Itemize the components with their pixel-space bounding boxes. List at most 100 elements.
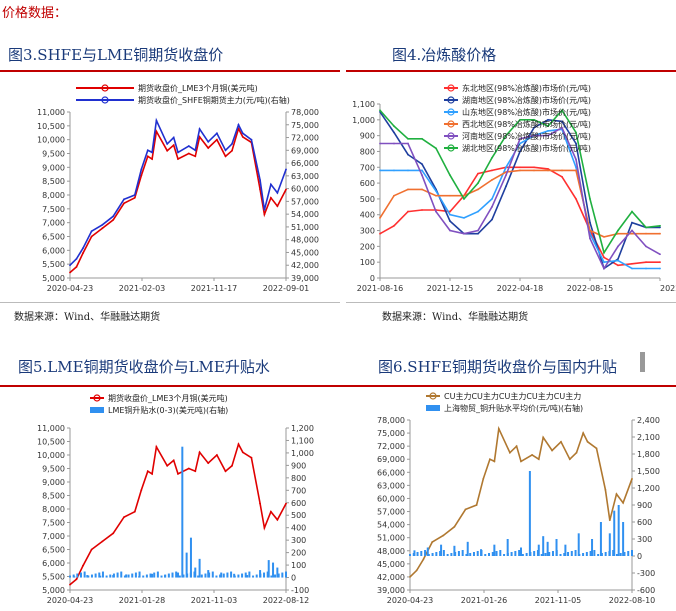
series-point [250, 138, 253, 141]
series-point [645, 232, 647, 235]
series-point [645, 261, 647, 264]
series-point [276, 191, 279, 194]
bar-mark [86, 575, 89, 578]
bar-mark [72, 574, 75, 578]
series-point [133, 194, 136, 196]
series-point [659, 226, 661, 229]
bar-mark [138, 571, 141, 578]
bar-mark [230, 571, 233, 578]
bar-mark [608, 533, 611, 556]
bar-mark [182, 574, 185, 578]
series-point [172, 144, 175, 147]
series-point [575, 451, 578, 454]
y-tick-label: 8,000 [42, 505, 65, 514]
bar-mark [151, 573, 154, 578]
y-tick-label: 75,000 [377, 429, 405, 438]
bar-mark [112, 575, 115, 578]
series-point [533, 166, 535, 169]
series-point [547, 134, 549, 137]
series-point [133, 196, 136, 199]
bar-mark [466, 541, 469, 556]
series-point [75, 257, 78, 260]
legend-entry: 山东地区(98%冶炼酸)市场价(元/吨) [462, 107, 591, 117]
series-point [449, 194, 451, 197]
bar-mark [484, 554, 487, 556]
series-point [547, 167, 549, 170]
series-point [537, 458, 540, 461]
series-point [215, 138, 218, 141]
bar-mark [416, 552, 419, 556]
series-point [435, 194, 437, 197]
series-point [379, 216, 381, 219]
series-point [615, 493, 618, 496]
bar-mark [582, 553, 585, 556]
series-point [453, 525, 456, 528]
legend-marker [447, 96, 455, 104]
figure-5-6-rule [0, 385, 676, 387]
figure-6-title: 图6.SHFE铜期货收盘价与国内升贴 [378, 358, 618, 376]
series-point [82, 252, 84, 255]
series-point [101, 227, 104, 230]
series-point [659, 267, 661, 270]
bar-mark [98, 572, 101, 578]
series-point [276, 518, 279, 521]
x-tick-label: 2021-01-26 [461, 596, 508, 605]
y2-tick-label: 72,000 [291, 134, 319, 143]
x-tick-label: 2022-08-15 [567, 284, 614, 293]
series-point [123, 516, 125, 518]
bar-mark [488, 553, 491, 556]
bar-mark [495, 551, 498, 556]
y-tick-label: 6,000 [42, 246, 65, 255]
series-point [589, 237, 591, 240]
bar-mark [109, 574, 112, 578]
series-point [520, 460, 522, 463]
y-tick-label: 57,000 [377, 508, 405, 517]
bar-mark [503, 554, 506, 556]
y2-tick-label: 600 [637, 518, 652, 527]
x-tick-label: 2021-11-17 [191, 284, 238, 293]
series-point [407, 210, 409, 213]
bar-mark [546, 541, 549, 556]
x-tick-label: 2021-11-05 [535, 596, 582, 605]
series-point [575, 131, 577, 134]
series-point [263, 213, 266, 216]
series-point [177, 151, 179, 154]
bar-mark [597, 554, 600, 556]
bar-mark [252, 575, 255, 578]
bar-mark [585, 552, 588, 556]
bar-mark [197, 575, 200, 578]
series-point [146, 470, 149, 473]
series-point [151, 158, 153, 160]
series-point [112, 219, 115, 221]
y-tick-label: 10,000 [37, 136, 65, 145]
bar-mark [79, 572, 82, 578]
bar-mark [220, 572, 223, 578]
scroll-marker [640, 352, 645, 372]
series-point [172, 459, 175, 462]
y-tick-label: 10,000 [37, 451, 65, 460]
legend-entry: 湖北地区(98%冶炼酸)市场价(元/吨) [462, 143, 591, 153]
bar-mark [73, 576, 76, 578]
legend-entry: CU主力CU主力CU主力CU主力CU主力 [444, 391, 581, 401]
y-tick-label: 900 [360, 132, 375, 141]
x-tick-label: 2022-09-01 [263, 284, 310, 293]
y-tick-label: 5,000 [42, 274, 65, 283]
y2-tick-label: 0 [291, 574, 296, 583]
bar-mark [200, 574, 203, 578]
y-tick-label: 500 [360, 195, 375, 204]
series-point [477, 232, 479, 235]
series-point [82, 564, 84, 567]
bar-mark [472, 552, 475, 556]
bar-mark [559, 554, 562, 556]
series-point [449, 174, 451, 177]
y2-tick-label: 1,500 [637, 467, 660, 476]
series-point [491, 156, 493, 159]
series-point [393, 169, 395, 172]
series-point [463, 194, 465, 197]
series-point [215, 132, 218, 135]
section-header: 价格数据： [2, 6, 68, 21]
series-point [631, 210, 633, 213]
bar-mark [266, 571, 269, 578]
bar-mark [211, 571, 214, 578]
bar-mark [537, 544, 540, 556]
